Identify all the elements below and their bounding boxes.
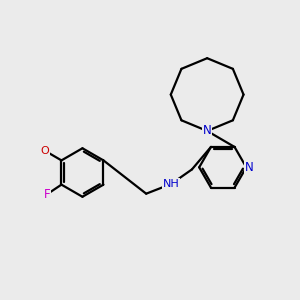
Text: F: F — [44, 188, 50, 201]
Text: NH: NH — [163, 179, 179, 189]
Text: N: N — [245, 161, 254, 174]
Text: O: O — [40, 146, 49, 156]
Text: N: N — [203, 124, 212, 137]
